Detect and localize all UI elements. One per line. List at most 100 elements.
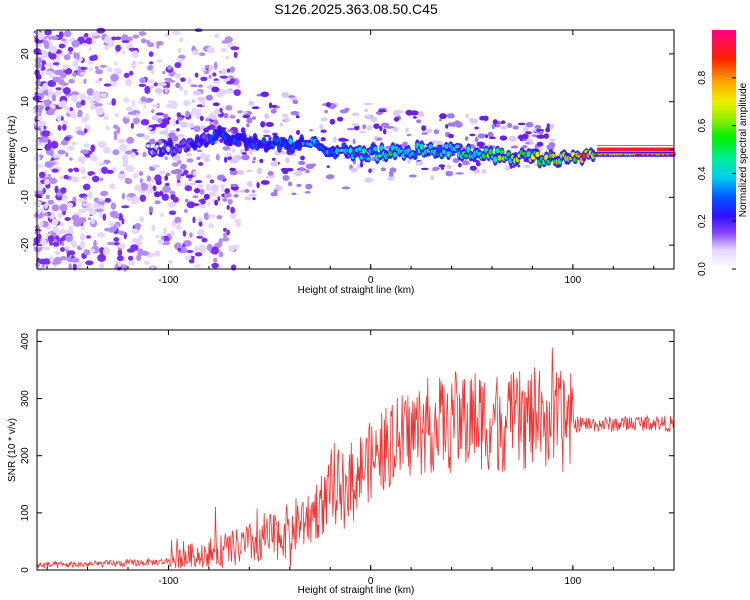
noise-blob (138, 31, 147, 36)
noise-blob (222, 146, 231, 151)
ridge-core (252, 136, 258, 142)
noise-blob (60, 256, 67, 261)
noise-blob (73, 51, 78, 59)
scatter-blob (244, 196, 251, 201)
noise-blob (60, 187, 67, 194)
scatter-blob (342, 138, 349, 142)
noise-blob (58, 43, 66, 49)
scatter-blob (492, 119, 498, 125)
noise-blob (44, 202, 48, 210)
scatter-blob (445, 170, 454, 177)
scatter-blob (282, 168, 289, 175)
scatter-blob (163, 113, 169, 119)
scatter-blob (210, 115, 218, 120)
noise-blob (63, 54, 71, 61)
noise-blob (89, 67, 93, 72)
noise-blob (132, 50, 139, 59)
scatter-blob (264, 113, 270, 120)
scatter-blob (364, 108, 369, 113)
noise-blob (144, 85, 151, 94)
snr-marks (36, 347, 675, 570)
noise-blob (34, 62, 42, 69)
noise-blob (105, 125, 110, 131)
noise-blob (115, 36, 122, 41)
colorbar-tick-label: 0.2 (697, 214, 708, 228)
noise-blob (174, 242, 182, 250)
scatter-blob (447, 122, 455, 127)
ridge-core (168, 142, 173, 146)
x-tick-label: -100 (158, 275, 178, 286)
scatter-blob (373, 123, 380, 129)
noise-blob (79, 233, 86, 241)
scatter-blob (507, 123, 513, 128)
noise-blob (91, 218, 95, 225)
noise-blob (140, 119, 150, 126)
scatter-blob (380, 167, 386, 172)
scatter-blob (525, 121, 534, 128)
noise-blob (193, 171, 197, 176)
noise-blob (151, 109, 155, 113)
noise-blob (70, 257, 80, 263)
scatter-blob (546, 123, 550, 128)
noise-blob (80, 99, 86, 106)
y-tick-label: -20 (20, 237, 31, 252)
noise-blob (121, 40, 130, 44)
noise-blob (130, 122, 134, 129)
noise-blob (166, 104, 172, 109)
scatter-blob (170, 194, 174, 200)
noise-blob (44, 179, 50, 185)
noise-blob (156, 43, 160, 49)
noise-blob (208, 191, 217, 197)
scatter-blob (434, 140, 443, 145)
scatter-blob (246, 123, 250, 128)
scatter-blob (192, 90, 202, 96)
noise-blob (226, 68, 231, 73)
noise-blob (233, 51, 238, 59)
noise-blob (196, 235, 204, 239)
noise-blob (175, 181, 182, 187)
scatter-blob (387, 175, 395, 181)
ridge-core (228, 140, 233, 145)
noise-blob (47, 79, 57, 88)
noise-blob (42, 246, 50, 251)
scatter-blob (522, 144, 528, 149)
noise-blob (68, 51, 73, 55)
scatter-blob (488, 136, 496, 140)
noise-blob (44, 29, 52, 36)
noise-blob (102, 213, 107, 221)
noise-blob (118, 173, 126, 180)
noise-blob (198, 230, 204, 237)
noise-blob (91, 175, 100, 183)
noise-blob (100, 191, 107, 196)
scatter-blob (172, 135, 179, 142)
noise-blob (110, 202, 117, 210)
noise-blob (65, 152, 69, 157)
noise-blob (35, 79, 41, 87)
noise-blob (34, 57, 42, 64)
x-tick-label: 100 (565, 576, 582, 587)
noise-blob (179, 37, 184, 43)
noise-blob (60, 247, 65, 252)
scatter-blob (189, 122, 194, 129)
scatter-blob (248, 193, 258, 197)
scatter-blob (165, 172, 171, 176)
scatter-blob (213, 119, 219, 126)
scatter-blob (406, 133, 411, 137)
noise-blob (34, 44, 43, 48)
noise-blob (115, 44, 121, 52)
noise-blob (123, 97, 130, 103)
noise-blob (69, 157, 73, 161)
noise-blob (156, 59, 163, 63)
noise-blob (227, 198, 233, 205)
noise-blob (211, 246, 220, 255)
scatter-blob (222, 198, 228, 202)
noise-blob (104, 197, 112, 203)
scatter-blob (329, 118, 336, 125)
noise-blob (51, 204, 60, 212)
scatter-blob (194, 188, 200, 194)
scatter-blob (496, 123, 500, 128)
scatter-blob (263, 134, 271, 138)
noise-blob (167, 259, 173, 264)
noise-blob (180, 173, 185, 177)
scatter-blob (305, 183, 313, 190)
